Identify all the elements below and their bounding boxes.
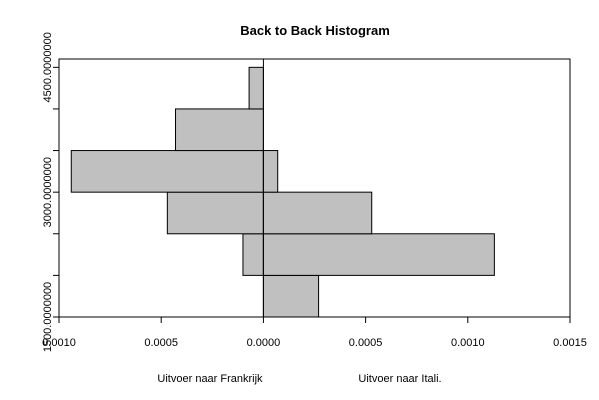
x-tick-label-0: 0.0010	[42, 337, 76, 349]
bar-right-1	[262, 233, 495, 276]
bar-left-1	[242, 233, 264, 276]
y-tick-label-3: 3000.0000000	[42, 157, 54, 227]
bar-left-4	[175, 108, 264, 152]
x-tick-label-4: 0.0010	[451, 337, 485, 349]
x-axis: 0.0010 0.0005 0.0000 0.0005 0.0010 0.0015	[42, 317, 587, 349]
bar-left-2	[166, 191, 264, 235]
bar-right-0	[262, 274, 320, 318]
bars-group	[70, 66, 495, 318]
y-axis: 1500.0000000 3000.0000000 4500.0000000	[42, 32, 59, 352]
bar-right-2	[262, 191, 373, 235]
y-tick-label-6: 4500.0000000	[42, 32, 54, 102]
x-tick-label-3: 0.0005	[349, 337, 383, 349]
bar-right-3	[262, 150, 279, 193]
x-tick-label-1: 0.0005	[144, 337, 178, 349]
y-tick-label-0: 1500.0000000	[42, 282, 54, 352]
plot-frame	[58, 58, 571, 318]
x-tick-label-2: 0.0000	[247, 337, 281, 349]
left-series-label: Uitvoer naar Frankrijk	[157, 373, 263, 385]
bar-left-3	[70, 150, 264, 193]
right-series-label: Uitvoer naar Itali.	[358, 373, 441, 385]
bar-left-5	[248, 66, 264, 110]
x-tick-label-5: 0.0015	[553, 337, 587, 349]
chart-title: Back to Back Histogram	[240, 23, 390, 38]
